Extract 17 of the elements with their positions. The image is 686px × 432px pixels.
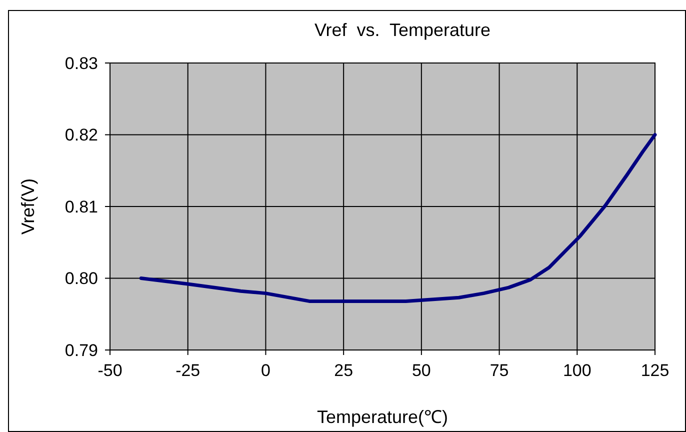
y-tick-label: 0.83	[64, 54, 98, 73]
y-tick-label: 0.79	[64, 340, 98, 360]
x-tick-label: -25	[176, 361, 200, 380]
x-tick-label: 100	[562, 361, 592, 380]
line-series	[139, 133, 657, 303]
y-tick-label: 0.80	[64, 269, 98, 288]
x-tick-label: 125	[640, 361, 670, 380]
y-tick-label: 0.81	[64, 197, 98, 216]
y-axis-title: Vref(V)	[18, 178, 38, 235]
x-tick-label: 0	[260, 361, 270, 380]
x-tick-label: 75	[490, 361, 509, 380]
x-tick-label: 50	[412, 361, 431, 380]
chart-title: Vref vs. Temperature	[314, 20, 491, 40]
x-tick-label: 25	[334, 361, 354, 380]
x-tick-label: -50	[98, 361, 122, 380]
x-axis-title: Temperature(℃)	[316, 407, 448, 427]
y-tick-label: 0.82	[64, 126, 98, 145]
